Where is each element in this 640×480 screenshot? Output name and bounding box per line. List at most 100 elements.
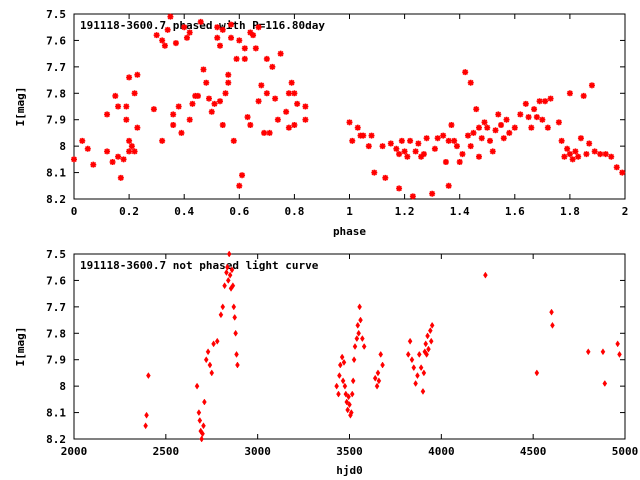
data-point — [263, 90, 270, 97]
data-point — [413, 380, 418, 387]
y-tick-label: 8.1 — [46, 407, 66, 420]
data-point — [211, 100, 218, 107]
data-point — [470, 129, 477, 136]
data-point — [349, 390, 355, 398]
data-point — [615, 340, 620, 348]
data-point — [407, 137, 414, 144]
x-tick-label: 1 — [346, 205, 353, 218]
data-point — [230, 137, 237, 144]
data-point — [235, 361, 240, 369]
data-point — [423, 340, 429, 348]
data-point — [104, 111, 111, 118]
data-point — [451, 137, 458, 144]
data-point — [196, 409, 202, 417]
data-point — [336, 390, 341, 398]
data-point — [244, 114, 251, 121]
data-point — [539, 116, 546, 123]
chart-title: 191118-3600.7 phased with P=116.80day — [80, 19, 325, 32]
data-point — [492, 127, 499, 134]
x-tick-label: 1.6 — [505, 205, 525, 218]
plot-frame — [73, 253, 626, 440]
data-point — [342, 382, 348, 390]
data-point — [283, 108, 290, 115]
data-point — [431, 145, 438, 152]
x-tick-label: 0.8 — [284, 205, 304, 218]
data-point — [126, 148, 133, 155]
data-point — [500, 135, 507, 142]
data-point — [340, 377, 346, 385]
y-tick-label: 7.5 — [46, 8, 66, 21]
data-point — [351, 356, 357, 364]
data-point — [285, 90, 292, 97]
data-point — [467, 143, 474, 150]
x-tick-label: 2500 — [153, 445, 180, 458]
data-point — [170, 111, 177, 118]
data-point — [159, 37, 166, 44]
data-point — [420, 151, 427, 158]
data-point — [115, 103, 122, 110]
data-point — [84, 145, 91, 152]
data-point — [207, 361, 213, 369]
data-point — [602, 380, 608, 387]
data-point — [123, 103, 130, 110]
data-point — [266, 129, 273, 136]
y-tick-label: 8.2 — [46, 193, 66, 206]
data-point — [420, 387, 426, 395]
data-point — [393, 145, 400, 152]
data-point — [131, 148, 138, 155]
data-point — [409, 356, 415, 364]
data-point — [225, 79, 232, 86]
data-point — [175, 103, 182, 110]
data-point — [252, 45, 259, 52]
data-point — [144, 411, 149, 419]
data-point — [453, 143, 460, 150]
y-tick-label: 7.6 — [46, 34, 66, 47]
data-point — [231, 303, 237, 311]
data-point — [159, 137, 166, 144]
data-point — [613, 164, 620, 171]
data-point — [126, 74, 133, 81]
data-point — [344, 398, 350, 406]
data-point — [186, 29, 193, 36]
data-point — [428, 337, 434, 345]
data-point — [230, 282, 236, 290]
data-point — [197, 417, 203, 424]
plot-frame — [73, 13, 626, 200]
data-point — [247, 122, 254, 128]
data-point — [415, 140, 422, 147]
data-point — [218, 311, 224, 319]
data-point — [205, 95, 212, 102]
data-point — [462, 69, 469, 76]
data-point — [577, 135, 584, 142]
data-point — [588, 82, 595, 89]
data-point — [544, 124, 551, 131]
data-point — [164, 26, 171, 33]
data-point — [112, 92, 119, 99]
data-point — [123, 116, 130, 123]
x-tick-label: 0.2 — [119, 205, 139, 218]
data-point — [217, 98, 224, 105]
x-tick-label: 4000 — [428, 445, 455, 458]
data-point — [445, 137, 452, 144]
data-point — [222, 282, 227, 290]
data-point — [475, 153, 482, 160]
data-point — [421, 369, 427, 377]
x-tick-label: 5000 — [612, 445, 639, 458]
data-point — [178, 129, 185, 136]
data-point — [208, 108, 215, 115]
data-point — [241, 55, 248, 62]
data-point — [475, 124, 482, 131]
y-tick-label: 8.1 — [46, 167, 66, 180]
data-point — [227, 271, 233, 279]
data-point — [200, 430, 205, 438]
data-point — [533, 114, 540, 121]
data-point — [229, 266, 235, 274]
data-point — [236, 182, 243, 189]
data-point — [167, 13, 174, 20]
data-point — [411, 364, 417, 372]
data-point — [564, 145, 571, 152]
data-point — [365, 143, 372, 150]
data-point — [226, 250, 232, 258]
x-tick-label: 1.8 — [560, 205, 580, 218]
data-point — [585, 348, 591, 356]
